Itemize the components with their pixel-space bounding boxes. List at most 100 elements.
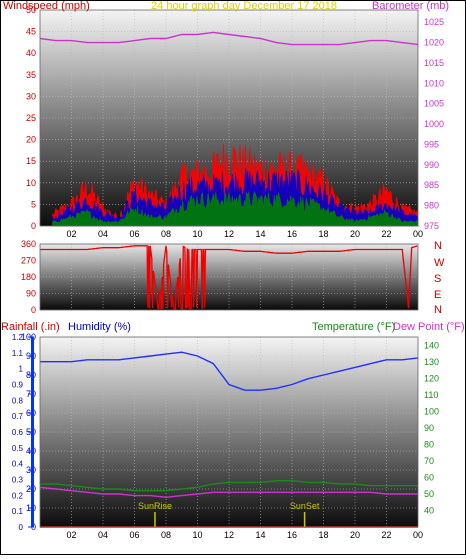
temp-panel-axes: 0102030405060708090100020406081012141618…: [12, 332, 439, 540]
y2-tick-label: 980: [424, 201, 439, 211]
y-tick-label: 50: [26, 5, 36, 15]
y2-tick-label: 1025: [424, 17, 444, 27]
y2-tick-label: 90: [424, 423, 434, 433]
x-tick-label: 00: [413, 229, 423, 239]
y-tick-label: 0: [31, 221, 36, 231]
y-tick-label: 25: [26, 113, 36, 123]
x-tick-label: 22: [381, 530, 391, 540]
sunrise-label: SunRise: [138, 501, 172, 511]
y2-tick-label: 1005: [424, 99, 444, 109]
y-tick-label: 270: [21, 256, 36, 266]
y2-tick-label: 110: [424, 390, 438, 400]
y-tick-label: 10: [26, 178, 36, 188]
y2-tick-label: 80: [424, 439, 434, 449]
y2-tick-label: 40: [424, 505, 434, 515]
y2-tick-label: 100: [424, 406, 439, 416]
y2-tick-label: 1000: [424, 119, 444, 129]
x-tick-label: 06: [129, 530, 139, 540]
rain-tick-label: 0.4: [12, 460, 24, 469]
y2-tick-label: 60: [424, 472, 434, 482]
sunset-label: SunSet: [290, 501, 320, 511]
rain-tick-label: 0.6: [12, 428, 24, 437]
y2-tick-label: 1020: [424, 38, 444, 48]
barometer-label: Barometer (mb): [372, 0, 449, 12]
y2-tick-label: 975: [424, 221, 439, 231]
wind-panel-series: [39, 31, 419, 227]
compass-labels: N W S E N: [434, 240, 445, 316]
y2-tick-label: 50: [424, 489, 434, 499]
rain-tick-label: 0.5: [12, 444, 24, 453]
y-tick-label: 180: [21, 272, 36, 282]
y-tick-label: 45: [26, 27, 36, 37]
x-tick-label: 22: [381, 229, 391, 239]
y2-tick-label: 120: [424, 373, 439, 383]
x-tick-label: 18: [318, 530, 328, 540]
x-tick-label: 08: [161, 229, 171, 239]
y-tick-label: 20: [26, 135, 36, 145]
rain-tick-label: 1.1: [12, 349, 24, 358]
rainfall-label: Rainfall (.in): [1, 321, 60, 333]
dewpoint-series: [39, 486, 418, 499]
rain-tick-label: 0.7: [12, 412, 24, 421]
rain-tick-label: 0.3: [12, 476, 24, 485]
y-tick-label: 15: [26, 156, 36, 166]
y-tick-label: 360: [21, 239, 36, 249]
rain-tick-label: 0.8: [12, 396, 24, 405]
x-tick-label: 02: [66, 229, 76, 239]
y2-tick-label: 985: [424, 180, 439, 190]
x-tick-label: 10: [192, 229, 202, 239]
y2-tick-label: 995: [424, 139, 439, 149]
x-tick-label: 16: [287, 229, 297, 239]
x-tick-label: 14: [255, 530, 265, 540]
chart-title: 24 hour graph day December 17 2018: [151, 0, 337, 12]
y2-tick-label: 130: [424, 357, 439, 367]
x-tick-label: 12: [224, 229, 234, 239]
plot-frame: [39, 9, 419, 227]
temperature-series: [40, 480, 418, 492]
y2-tick-label: 70: [424, 456, 434, 466]
y2-tick-label: 1015: [424, 58, 444, 68]
compass-n-bottom: N: [434, 304, 442, 316]
direction-series: [40, 245, 418, 310]
y2-tick-label: 140: [424, 340, 439, 350]
x-tick-label: 06: [129, 229, 139, 239]
compass-e: E: [434, 289, 441, 301]
y2-tick-label: 1010: [424, 78, 444, 88]
x-tick-label: 16: [287, 530, 297, 540]
x-tick-label: 20: [350, 229, 360, 239]
rain-tick-label: 0.9: [12, 381, 24, 390]
x-tick-label: 02: [66, 530, 76, 540]
compass-s: S: [434, 273, 441, 285]
rain-tick-label: 1.2: [12, 333, 24, 342]
y2-tick-label: 990: [424, 160, 439, 170]
x-tick-label: 04: [98, 530, 108, 540]
barometer-series: [39, 31, 419, 46]
rain-tick-label: 0.2: [12, 491, 24, 500]
dewpoint-label: Dew Point (°F): [393, 321, 465, 333]
x-tick-label: 20: [350, 530, 360, 540]
direction-panel-axes: 0 90 180 270 360: [21, 239, 419, 315]
x-tick-label: 00: [413, 530, 423, 540]
direction-panel-series: [40, 245, 418, 310]
y-tick-label: 30: [26, 91, 36, 101]
compass-n-top: N: [434, 240, 442, 252]
compass-w: W: [434, 257, 445, 269]
y-tick-label: 0: [31, 305, 36, 315]
plot-frame: [39, 243, 419, 311]
rain-tick-label: 0: [19, 523, 24, 532]
y-tick-label: 40: [26, 48, 36, 58]
humidity-series: [40, 351, 419, 391]
rain-tick-label: 0.1: [12, 507, 24, 516]
x-tick-label: 04: [98, 229, 108, 239]
temperature-label: Temperature (°F): [312, 321, 395, 333]
humidity-label: Humidity (%): [68, 321, 131, 333]
x-tick-label: 10: [192, 530, 202, 540]
y-tick-label: 5: [31, 199, 36, 209]
x-tick-label: 14: [255, 229, 265, 239]
plot-frame: [39, 336, 419, 528]
rain-tick-label: 1: [19, 365, 24, 374]
